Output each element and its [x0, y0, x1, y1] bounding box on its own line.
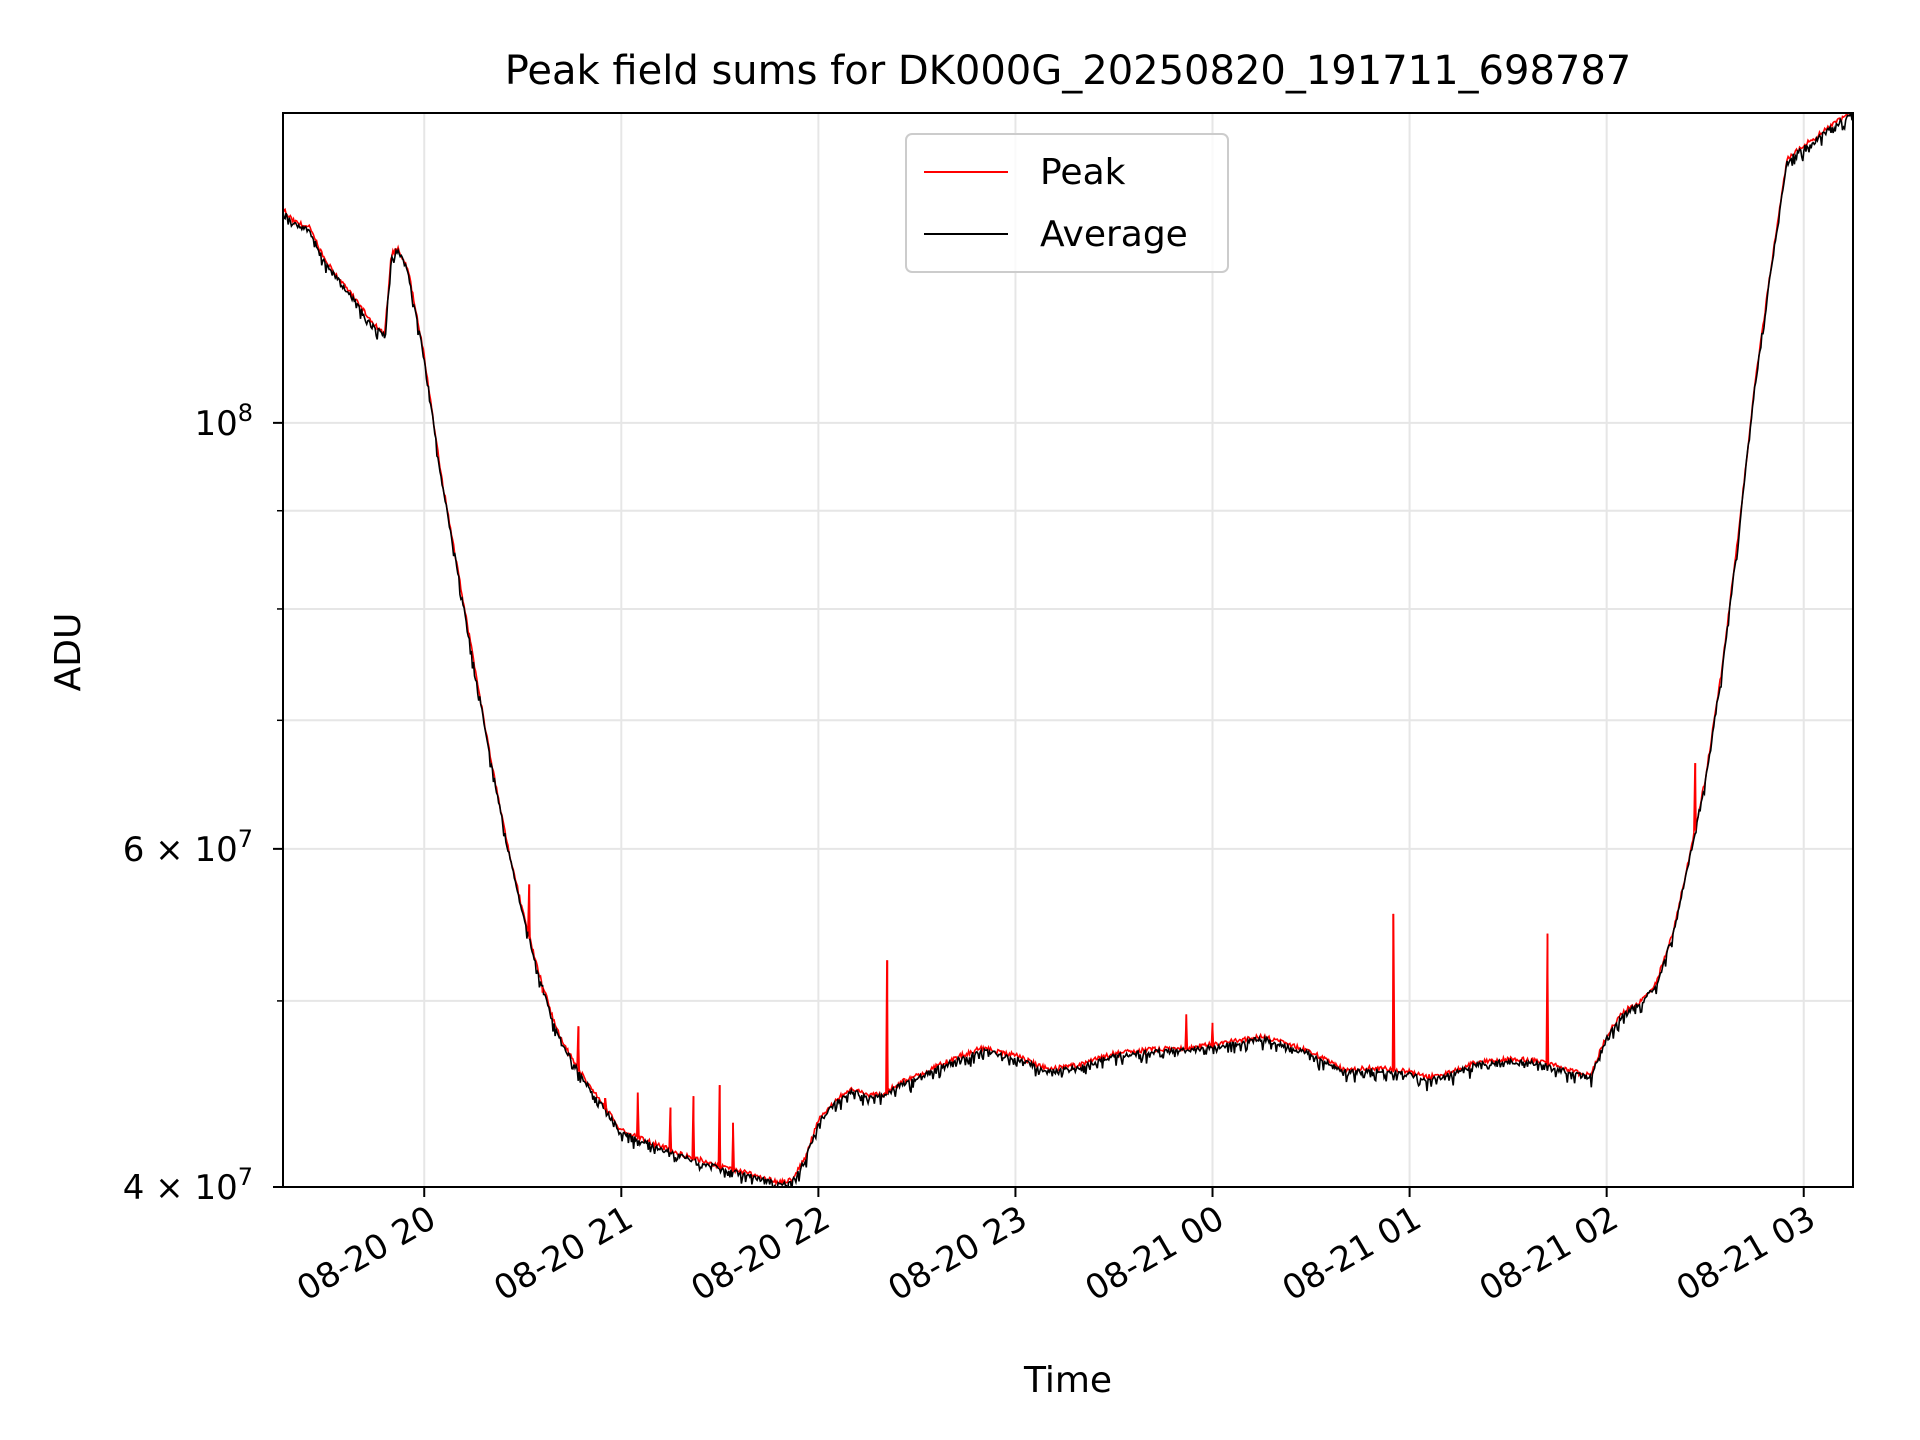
- y-tick-label: 6 × 107: [123, 825, 253, 870]
- legend-box: [905, 133, 1229, 273]
- series-line-average: [283, 113, 1853, 1187]
- series-layer: [283, 113, 1853, 1187]
- legend: Peak Average: [905, 133, 1229, 273]
- plot-frame: [282, 112, 1854, 1188]
- y-tick-label: 4 × 107: [123, 1163, 253, 1208]
- chart-title: Peak field sums for DK000G_20250820_1917…: [505, 48, 1632, 94]
- legend-label-peak: Peak: [1040, 152, 1126, 193]
- y-axis-label: ADU: [48, 613, 89, 692]
- x-axis-label: Time: [1023, 1360, 1112, 1401]
- y-tick-label: 108: [194, 399, 253, 444]
- series-line-peak: [283, 113, 1853, 1186]
- legend-label-average: Average: [1040, 214, 1188, 255]
- grid: [283, 113, 1853, 1188]
